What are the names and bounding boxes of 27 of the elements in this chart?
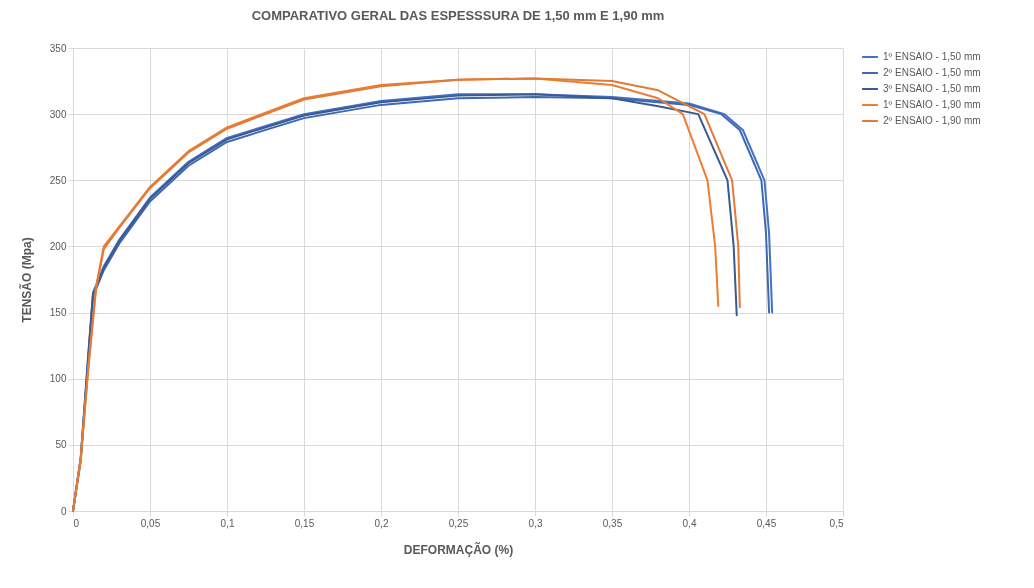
legend-label: 2º ENSAIO - 1,50 mm xyxy=(883,67,981,78)
x-tick-label: 0,15 xyxy=(294,517,315,529)
x-tick-label: 0 xyxy=(73,517,80,529)
x-tick-label: 0,25 xyxy=(448,517,469,529)
chart-title: COMPARATIVO GERAL DAS ESPESSSURA DE 1,50 mm E 1,90 mm xyxy=(251,8,665,23)
y-tick-label: 200 xyxy=(49,240,67,252)
x-tick-label: 0,5 xyxy=(829,517,844,529)
x-tick-label: 0,4 xyxy=(682,517,697,529)
y-tick-label: 50 xyxy=(55,439,67,451)
x-tick-label: 0,45 xyxy=(756,517,777,529)
x-tick-label: 0,1 xyxy=(220,517,235,529)
x-tick-label: 0,05 xyxy=(140,517,161,529)
legend-label: 3º ENSAIO - 1,50 mm xyxy=(883,83,981,94)
y-tick-label: 350 xyxy=(49,42,67,54)
x-tick-label: 0,3 xyxy=(528,517,543,529)
y-tick-label: 150 xyxy=(49,307,67,319)
legend-label: 2º ENSAIO - 1,90 mm xyxy=(883,115,981,126)
legend-label: 1º ENSAIO - 1,50 mm xyxy=(883,51,981,62)
x-tick-label: 0,2 xyxy=(374,517,389,529)
y-tick-label: 0 xyxy=(60,505,67,517)
legend-label: 1º ENSAIO - 1,90 mm xyxy=(883,99,981,110)
y-tick-label: 100 xyxy=(49,373,67,385)
y-tick-label: 300 xyxy=(49,108,67,120)
x-tick-label: 0,35 xyxy=(602,517,623,529)
y-tick-label: 250 xyxy=(49,174,67,186)
y-axis-title: TENSÃO (Mpa) xyxy=(18,237,34,323)
x-axis-title: DEFORMAÇÃO (%) xyxy=(403,541,514,557)
